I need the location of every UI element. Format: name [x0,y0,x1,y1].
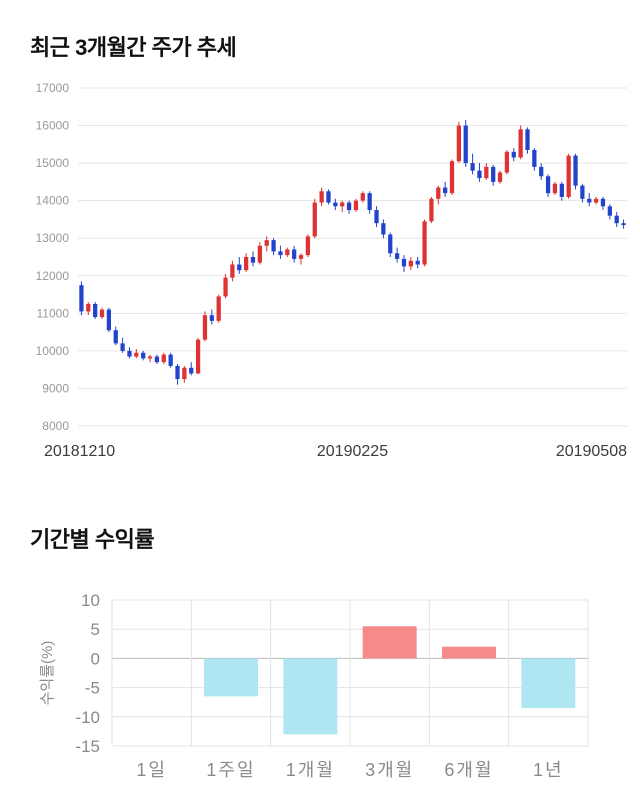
period-returns-title: 기간별 수익률 [30,527,155,552]
svg-text:17000: 17000 [36,81,70,95]
svg-text:15000: 15000 [36,156,70,170]
svg-text:6개월: 6개월 [444,760,493,780]
svg-text:-10: -10 [75,708,100,727]
svg-text:1일: 1일 [136,760,167,780]
svg-text:1년: 1년 [533,760,564,780]
svg-text:8000: 8000 [42,419,69,433]
svg-text:1주일: 1주일 [206,760,255,780]
svg-text:3개월: 3개월 [365,760,414,780]
svg-text:수익률(%): 수익률(%) [39,641,56,706]
svg-text:-5: -5 [85,679,100,698]
svg-text:16000: 16000 [36,119,70,133]
svg-text:0: 0 [91,649,100,668]
svg-text:11000: 11000 [37,306,70,320]
svg-text:14000: 14000 [36,194,70,208]
svg-text:20181210: 20181210 [44,443,115,460]
svg-text:10000: 10000 [36,344,70,358]
svg-text:13000: 13000 [36,231,70,245]
svg-text:10: 10 [81,591,100,610]
svg-text:20190508: 20190508 [556,443,627,460]
svg-text:12000: 12000 [36,269,70,283]
returns-bar-chart: 10 5 0 -5 -10 -15 1일 1주일 1개월 3개월 6개월 1년 수익률(%) [39,591,589,780]
svg-text:9000: 9000 [42,381,69,395]
price-trend-title: 최근 3개월간 주가 추세 [30,35,237,60]
svg-text:20190225: 20190225 [317,443,388,460]
svg-text:1개월: 1개월 [286,760,335,780]
svg-text:5: 5 [91,620,100,639]
svg-text:-15: -15 [75,737,100,756]
candlestick-chart: 17000 16000 15000 14000 13000 12000 11000 10000… [36,81,627,460]
